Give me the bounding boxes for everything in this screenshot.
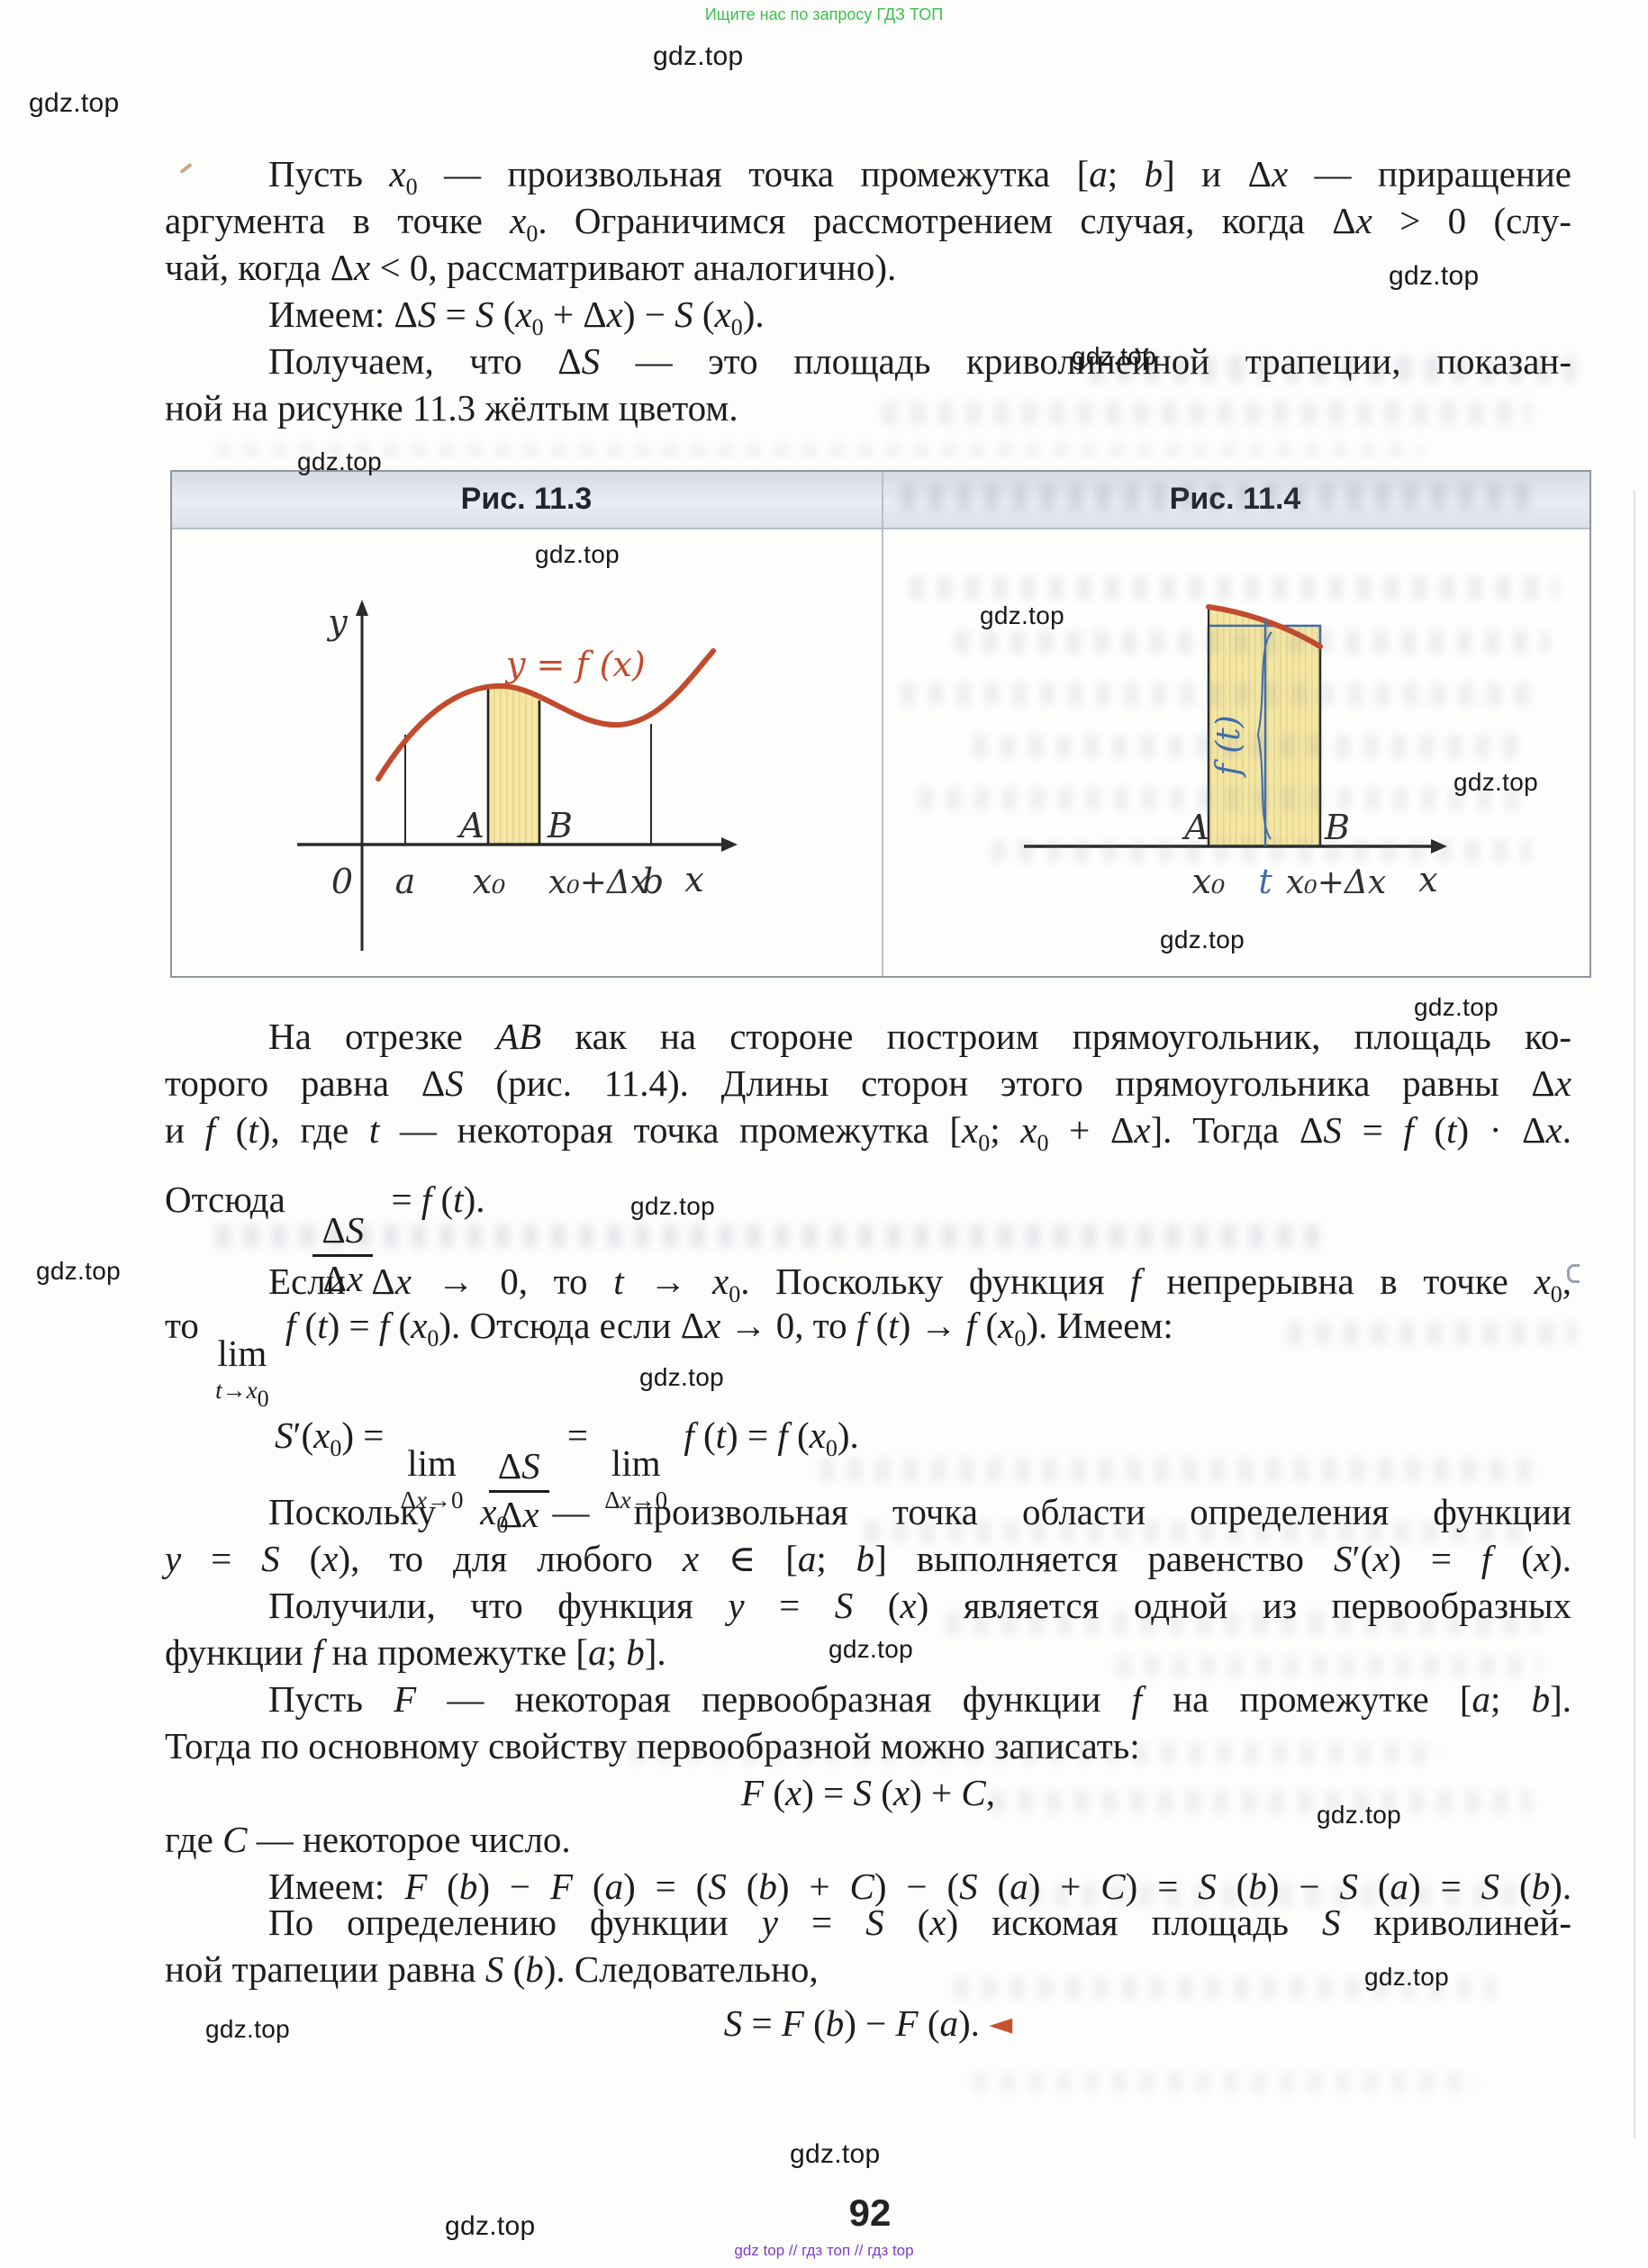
label-b: b [642,862,664,901]
text-line: На отрезке AB как на стороне построим пр… [268,1016,1571,1057]
watermark: gdz.top [639,1363,724,1391]
text-line: функции f на промежутке [a; b]. [165,1631,666,1673]
watermark: gdz.top [36,1257,121,1285]
text-line: и f (t), где t — некоторая точка промежу… [165,1109,1571,1156]
text-line: Пусть F — некоторая первообразная функци… [268,1678,1571,1720]
curve-label: y = f (x) [504,645,646,684]
text-line: Тогда по основному свойству первообразно… [165,1725,1140,1767]
text-line: Поскольку x0 — произвольная точка област… [268,1491,1572,1538]
figure-caption-11-4: Рис. 11.4 [1169,482,1301,516]
watermark: gdz.top [1364,1963,1449,1991]
text-line: аргумента в точке x0. Ограничимся рассмо… [165,200,1571,247]
text-line: Отсюда ΔS Δx = f (t). [165,1179,485,1299]
figure-header-band [172,472,1589,529]
label-0: 0 [331,862,353,901]
figure-box: Рис. 11.3 Рис. 11.4 y [170,470,1591,978]
text-line: торого равна ΔS (рис. 11.4). Длины сторо… [165,1062,1571,1104]
text-line: то lim t→x0 f (t) = f (x0). Отсюда если Δ… [165,1305,1173,1412]
function-curve [1206,604,1323,649]
text-line: ной на рисунке 11.3 жёлтым цветом. [165,387,738,429]
label-f-t: f (t) [1210,715,1247,778]
watermark: gdz.top [1414,993,1499,1021]
watermark: gdz.top [790,2139,881,2169]
watermark: gdz.top [1389,261,1480,291]
watermark: gdz.top [1160,926,1245,953]
bleed-through-smudge [216,1224,1333,1248]
watermark: gdz.top [297,447,382,475]
figure-divider [882,472,883,976]
footer-links[interactable]: gdz top // гдз топ // гдз top [734,2242,914,2259]
watermark: gdz.top [1453,768,1538,796]
text-line: Получаем, что ΔS — это площадь криволине… [268,340,1571,382]
text-line: Имеем: ΔS = S (x0 + Δx) − S (x0). [268,294,765,340]
text-line: Пусть x0 — произвольная точка промежутка… [268,153,1571,200]
text-line: Имеем: F (b) − F (a) = (S (b) + C) − (S … [268,1866,1572,1907]
label-x0: x₀ [473,862,506,901]
watermark: gdz.top [535,540,620,568]
text-line: F (x) = S (x) + C, [741,1772,995,1813]
page-number: 92 [848,2191,892,2234]
text-line: S′(x0) = lim Δx→0 ΔS Δx = lim Δx→0 f (t) = … [275,1414,859,1535]
watermark: gdz.top [980,601,1064,629]
label-x0: x₀ [1192,862,1226,901]
scan-edge-line [1634,491,1635,2138]
delta-s-strip [488,687,539,845]
y-axis-arrow [356,600,368,616]
bleed-through-smudge [216,443,1423,457]
label-x0-dx: x₀+Δx [1286,864,1386,901]
watermark: gdz.top [630,1192,715,1220]
watermark: gdz.top [29,88,120,118]
text-line: y = S (x), то для любого x ∈ [a; b] выпо… [165,1538,1571,1579]
header-link[interactable]: Ищите нас по запросу ГДЗ ТОП [704,5,944,23]
f-t-brace [1256,631,1272,840]
label-A: A [1182,808,1209,847]
label-B: B [547,806,573,845]
text-line: чай, когда Δx < 0, рассматривают аналоги… [165,247,897,288]
label-y: y [326,602,348,642]
bleed-through-smudge [973,2071,1477,2092]
text-line: S = F (b) − F (a). ◄ [723,2002,1013,2044]
text-line: Если Δx → 0, то t → x0. Поскольку функци… [268,1261,1572,1307]
figure-caption-11-3: Рис. 11.3 [460,482,593,516]
bleed-through-smudge [819,1459,1531,1482]
text-line: По определению функции y = S (x) искомая… [268,1902,1571,1943]
label-B: B [1324,808,1350,847]
scan-artifact-mark [1567,1264,1580,1283]
x-axis-arrow [1431,839,1447,854]
text-line: Получили, что функция y = S (x) является… [268,1585,1572,1626]
watermark: gdz.top [445,2211,536,2241]
watermark: gdz.top [829,1635,913,1663]
watermark: gdz.top [1317,1801,1401,1829]
watermark: gdz.top [205,2015,290,2043]
function-curve [376,648,716,782]
watermark: gdz.top [653,41,744,71]
label-t: t [1258,862,1272,901]
label-a: a [395,862,416,901]
watermark: gdz.top [1072,342,1156,370]
label-x: x [1418,860,1437,899]
text-line: ной трапеции равна S (b). Следовательно, [165,1948,819,1990]
x-axis-arrow [721,837,738,852]
label-A: A [457,806,484,845]
label-x0-dx: x₀+Δx [548,864,648,901]
figure-11-4-graph: f (t) A B x₀ t x₀+Δx x [1024,604,1447,901]
figure-11-3-graph: y = f (x) y A B 0 a x₀ x₀+Δx b x [297,600,738,951]
text-line: где C — некоторое число. [165,1819,571,1860]
label-x: x [684,860,703,899]
